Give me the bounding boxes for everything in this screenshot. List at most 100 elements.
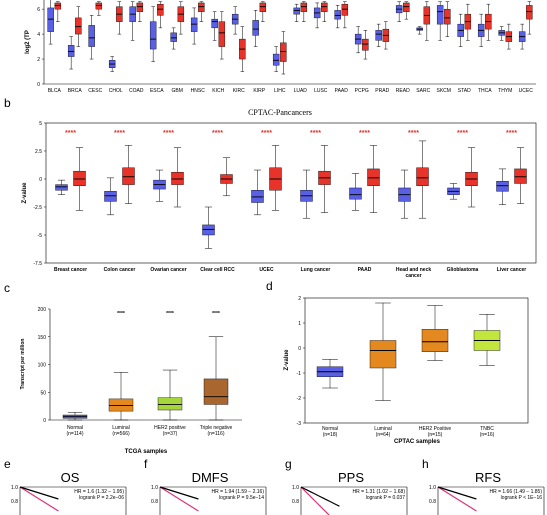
km-panel-letter: e — [4, 457, 11, 471]
panel-a-box-normal — [313, 2, 321, 29]
km-panel-h: h RFS 1.0 0.8 HR = 1.66 (1.49 − 1.85)logrank… — [422, 457, 545, 515]
panel-a-ytick: 2 — [37, 57, 40, 63]
panel-d-box — [369, 302, 397, 401]
panel-a-box-tumor — [300, 1, 308, 22]
panel-b-box-tumor — [171, 147, 184, 208]
panel-a-box-tumor — [464, 3, 472, 41]
panel-d-xtick: Normal — [322, 426, 338, 432]
panel-a-box-tumor — [116, 1, 123, 35]
km-curve-high — [300, 486, 330, 515]
panel-a-box-tumor — [218, 11, 226, 60]
panel-a-box-normal — [477, 13, 485, 47]
panel-b-box-normal — [202, 206, 215, 249]
panel-b-box-normal — [300, 169, 313, 219]
panel-d-ytick: -3 — [297, 421, 302, 427]
km-panel-title: OS — [61, 470, 80, 485]
panel-a-box-normal — [88, 15, 95, 60]
panel-a-box-normal — [375, 23, 382, 47]
km-hr: HR = 1.31 (1.02 − 1.68) — [352, 489, 405, 495]
panel-b-ytick: -2.5 — [33, 205, 42, 211]
panel-b-ytick: 5 — [39, 121, 42, 127]
panel-c-ytick: 100 — [38, 363, 47, 369]
panel-d-box — [473, 314, 501, 366]
panel-a-ytick: 0 — [37, 82, 40, 88]
panel-b-xtick: Ovarian cancer — [150, 267, 186, 273]
panel-d-xtick-n: (n=15) — [428, 432, 443, 438]
panel-b-chart: CPTAC-Pancancers Z-value 5 2.5 0 -2.5 -5 -7.5… — [22, 108, 537, 279]
km-curve-low — [300, 486, 340, 507]
km-panels: e OS 1.0 0.8 HR = 1.6 (1.32 − 1.95) logrank P… — [4, 457, 545, 515]
km-logrank: logrank P = 9.5e−14 — [219, 495, 264, 501]
panel-a-box-tumor — [239, 26, 246, 72]
panel-c-box — [62, 411, 88, 421]
panel-b-xtick: Clear cell RCC — [200, 267, 235, 273]
panel-a-xtick: THYM — [498, 88, 512, 94]
panel-a-xtick: COAD — [129, 88, 144, 94]
km-ytick: 0.8 — [151, 499, 158, 505]
panel-a-xtick: HNSC — [191, 88, 206, 94]
panel-b-significance: **** — [212, 130, 223, 137]
panel-a-xtick: LUSC — [314, 88, 328, 94]
panel-b-box-tumor — [367, 145, 380, 213]
panel-d-chart: Z-value CPTAC samples 210-1-2-3 Normal(n… — [284, 296, 529, 445]
panel-c-xtick: Luminal — [112, 425, 130, 431]
km-hr: HR = 1.94 (1.59 − 2.16) — [211, 489, 264, 495]
panel-a-box-tumor — [423, 1, 431, 41]
panel-a-xtick: GBM — [172, 88, 183, 94]
panel-c-significance: **** — [117, 311, 125, 317]
panel-a-xtick: PRAD — [375, 88, 389, 94]
panel-a-ylabel: log2 (TP — [25, 30, 31, 54]
panel-a-box-tumor — [177, 1, 185, 35]
panel-c-xtick-n: (n=566) — [112, 431, 130, 437]
panel-b-box-normal — [447, 183, 460, 200]
panel-b-xtick: PAAD — [358, 267, 372, 273]
panel-c-significance: **** — [166, 311, 174, 317]
panel-a-box-tumor — [198, 1, 205, 22]
panel-b-box-normal — [104, 177, 117, 216]
km-curve-high — [19, 486, 59, 512]
panel-a-box-normal — [334, 5, 341, 29]
km-logrank: logrank P = 0.037 — [366, 495, 405, 501]
panel-a-box-normal — [395, 1, 403, 22]
panel-c-ytick: 200 — [38, 307, 47, 313]
panel-a-chart: log2 (TP 0 2 4 6 BLCA BRCA CESC CHOL COAD ESCA GB… — [25, 0, 536, 94]
panel-c-xlabel: TCGA samples — [125, 449, 168, 455]
panel-d-ylabel: Z-value — [284, 349, 290, 371]
panel-a-box-normal — [190, 7, 198, 45]
km-curve-high — [159, 486, 199, 512]
panel-a-box-normal — [416, 26, 423, 35]
panel-d-box — [421, 305, 449, 361]
panel-d-xtick-n: (n=16) — [480, 432, 495, 438]
panel-a-xtick: CESC — [88, 88, 102, 94]
panel-a-box-tumor — [280, 31, 287, 75]
panel-a-xtick: KIRC — [233, 88, 245, 94]
panel-b-box-tumor — [220, 157, 233, 197]
panel-c-ytick: 0 — [43, 418, 46, 424]
km-ytick: 0.8 — [429, 499, 436, 505]
panel-d-ytick: -2 — [297, 396, 302, 402]
panel-a-xtick: THCA — [478, 88, 492, 94]
panel-a-box-normal — [354, 26, 362, 54]
panel-b-ytick: -7.5 — [33, 261, 42, 267]
panel-a-xtick: SKCM — [437, 88, 451, 94]
panel-a-xtick: CHOL — [109, 88, 123, 94]
panel-c-ytick: 50 — [40, 390, 46, 396]
panel-b-box-tumor — [465, 147, 478, 208]
panel-b-significance: **** — [163, 130, 174, 137]
km-ytick: 1.0 — [292, 485, 299, 491]
km-panel-f: f DMFS 1.0 0.8 HR = 1.94 (1.59 − 2.16)logran… — [144, 457, 267, 515]
km-panel-title: DMFS — [192, 470, 229, 485]
panel-c-box — [203, 336, 229, 421]
km-logrank: logrank P < 1E−16 — [501, 495, 543, 501]
panel-a-xtick: STAD — [458, 88, 471, 94]
panel-a-box-normal — [170, 27, 177, 50]
panel-a-box-tumor — [444, 1, 451, 37]
panel-b-ytick: 2.5 — [35, 149, 42, 155]
km-curve-low — [437, 486, 477, 500]
km-hr: HR = 1.6 (1.32 − 1.95) — [74, 489, 124, 495]
panel-b-significance: **** — [457, 130, 468, 137]
panel-a-box-tumor — [362, 30, 369, 60]
panel-a-xtick: BRCA — [68, 88, 83, 94]
panel-b-significance: **** — [261, 130, 272, 137]
panel-d-letter: d — [266, 279, 273, 293]
